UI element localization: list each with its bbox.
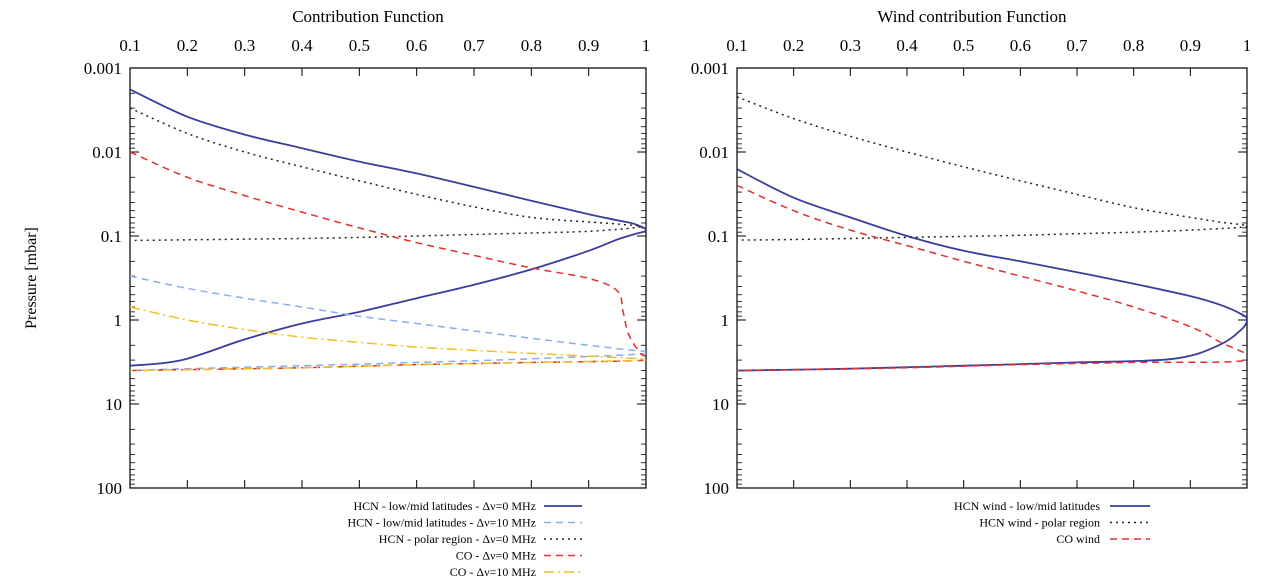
y-tick-label: 10 bbox=[712, 395, 729, 414]
x-tick-label: 1 bbox=[642, 36, 651, 55]
y-tick-label: 100 bbox=[704, 479, 730, 498]
x-tick-label: 0.6 bbox=[1010, 36, 1031, 55]
series-line bbox=[130, 275, 646, 372]
x-tick-label: 0.2 bbox=[177, 36, 198, 55]
x-tick-label: 0.7 bbox=[1066, 36, 1088, 55]
series-line bbox=[130, 306, 646, 372]
x-tick-label: 0.8 bbox=[1123, 36, 1144, 55]
legend-label: CO - Δν=0 MHz bbox=[456, 549, 536, 563]
x-tick-label: 0.5 bbox=[953, 36, 974, 55]
series-line bbox=[130, 151, 646, 372]
y-tick-label: 0.001 bbox=[691, 59, 729, 78]
plot-frame bbox=[736, 67, 1248, 489]
series-line bbox=[130, 107, 642, 242]
y-tick-label: 0.01 bbox=[699, 143, 729, 162]
legend-label: HCN - polar region - Δν=0 MHz bbox=[379, 532, 536, 546]
x-tick-label: 0.9 bbox=[1180, 36, 1201, 55]
legend-label: HCN - low/mid latitudes - Δν=0 MHz bbox=[353, 499, 536, 513]
chart-title: Contribution Function bbox=[292, 7, 444, 26]
contribution-function-panel: Contribution Function 0.1 0.2 0.3 0.4 0.5 0.6 0… bbox=[84, 7, 651, 579]
y-axis-label: Pressure [mbar] bbox=[23, 227, 40, 329]
x-tick-label: 0.2 bbox=[783, 36, 804, 55]
y-tick-label: 0.1 bbox=[708, 227, 729, 246]
series-line bbox=[130, 88, 646, 367]
x-tick-label: 0.1 bbox=[726, 36, 747, 55]
y-tick-label: 0.001 bbox=[84, 59, 122, 78]
x-tick-label: 0.9 bbox=[578, 36, 599, 55]
x-tick-label: 0.4 bbox=[896, 36, 918, 55]
plot-frame bbox=[129, 67, 647, 489]
y-tick-label: 0.01 bbox=[92, 143, 122, 162]
y-tick-label: 1 bbox=[114, 311, 123, 330]
x-tick-label: 0.8 bbox=[521, 36, 542, 55]
x-tick-label: 0.5 bbox=[349, 36, 370, 55]
y-tick-label: 100 bbox=[97, 479, 123, 498]
y-tick-label: 0.1 bbox=[101, 227, 122, 246]
x-tick-label: 0.4 bbox=[291, 36, 313, 55]
x-tick-label: 0.7 bbox=[463, 36, 485, 55]
x-tick-label: 0.6 bbox=[406, 36, 427, 55]
y-tick-label: 10 bbox=[105, 395, 122, 414]
legend-label: HCN wind - low/mid latitudes bbox=[954, 499, 1100, 513]
legend-label: CO - Δν=10 MHz bbox=[450, 565, 536, 579]
chart-title: Wind contribution Function bbox=[877, 7, 1067, 26]
wind-contribution-function-panel: Wind contribution Function 0.1 0.2 0.3 0.4 0.… bbox=[691, 7, 1252, 546]
series-line bbox=[737, 96, 1247, 241]
legend-label: CO wind bbox=[1056, 532, 1100, 546]
legend-label: HCN wind - polar region bbox=[979, 516, 1100, 530]
x-tick-label: 0.1 bbox=[119, 36, 140, 55]
x-tick-label: 0.3 bbox=[234, 36, 255, 55]
series-line bbox=[737, 184, 1247, 372]
legend-label: HCN - low/mid latitudes - Δν=10 MHz bbox=[347, 516, 536, 530]
x-tick-label: 1 bbox=[1243, 36, 1252, 55]
series-line bbox=[737, 168, 1247, 372]
y-tick-label: 1 bbox=[721, 311, 730, 330]
x-tick-label: 0.3 bbox=[840, 36, 861, 55]
